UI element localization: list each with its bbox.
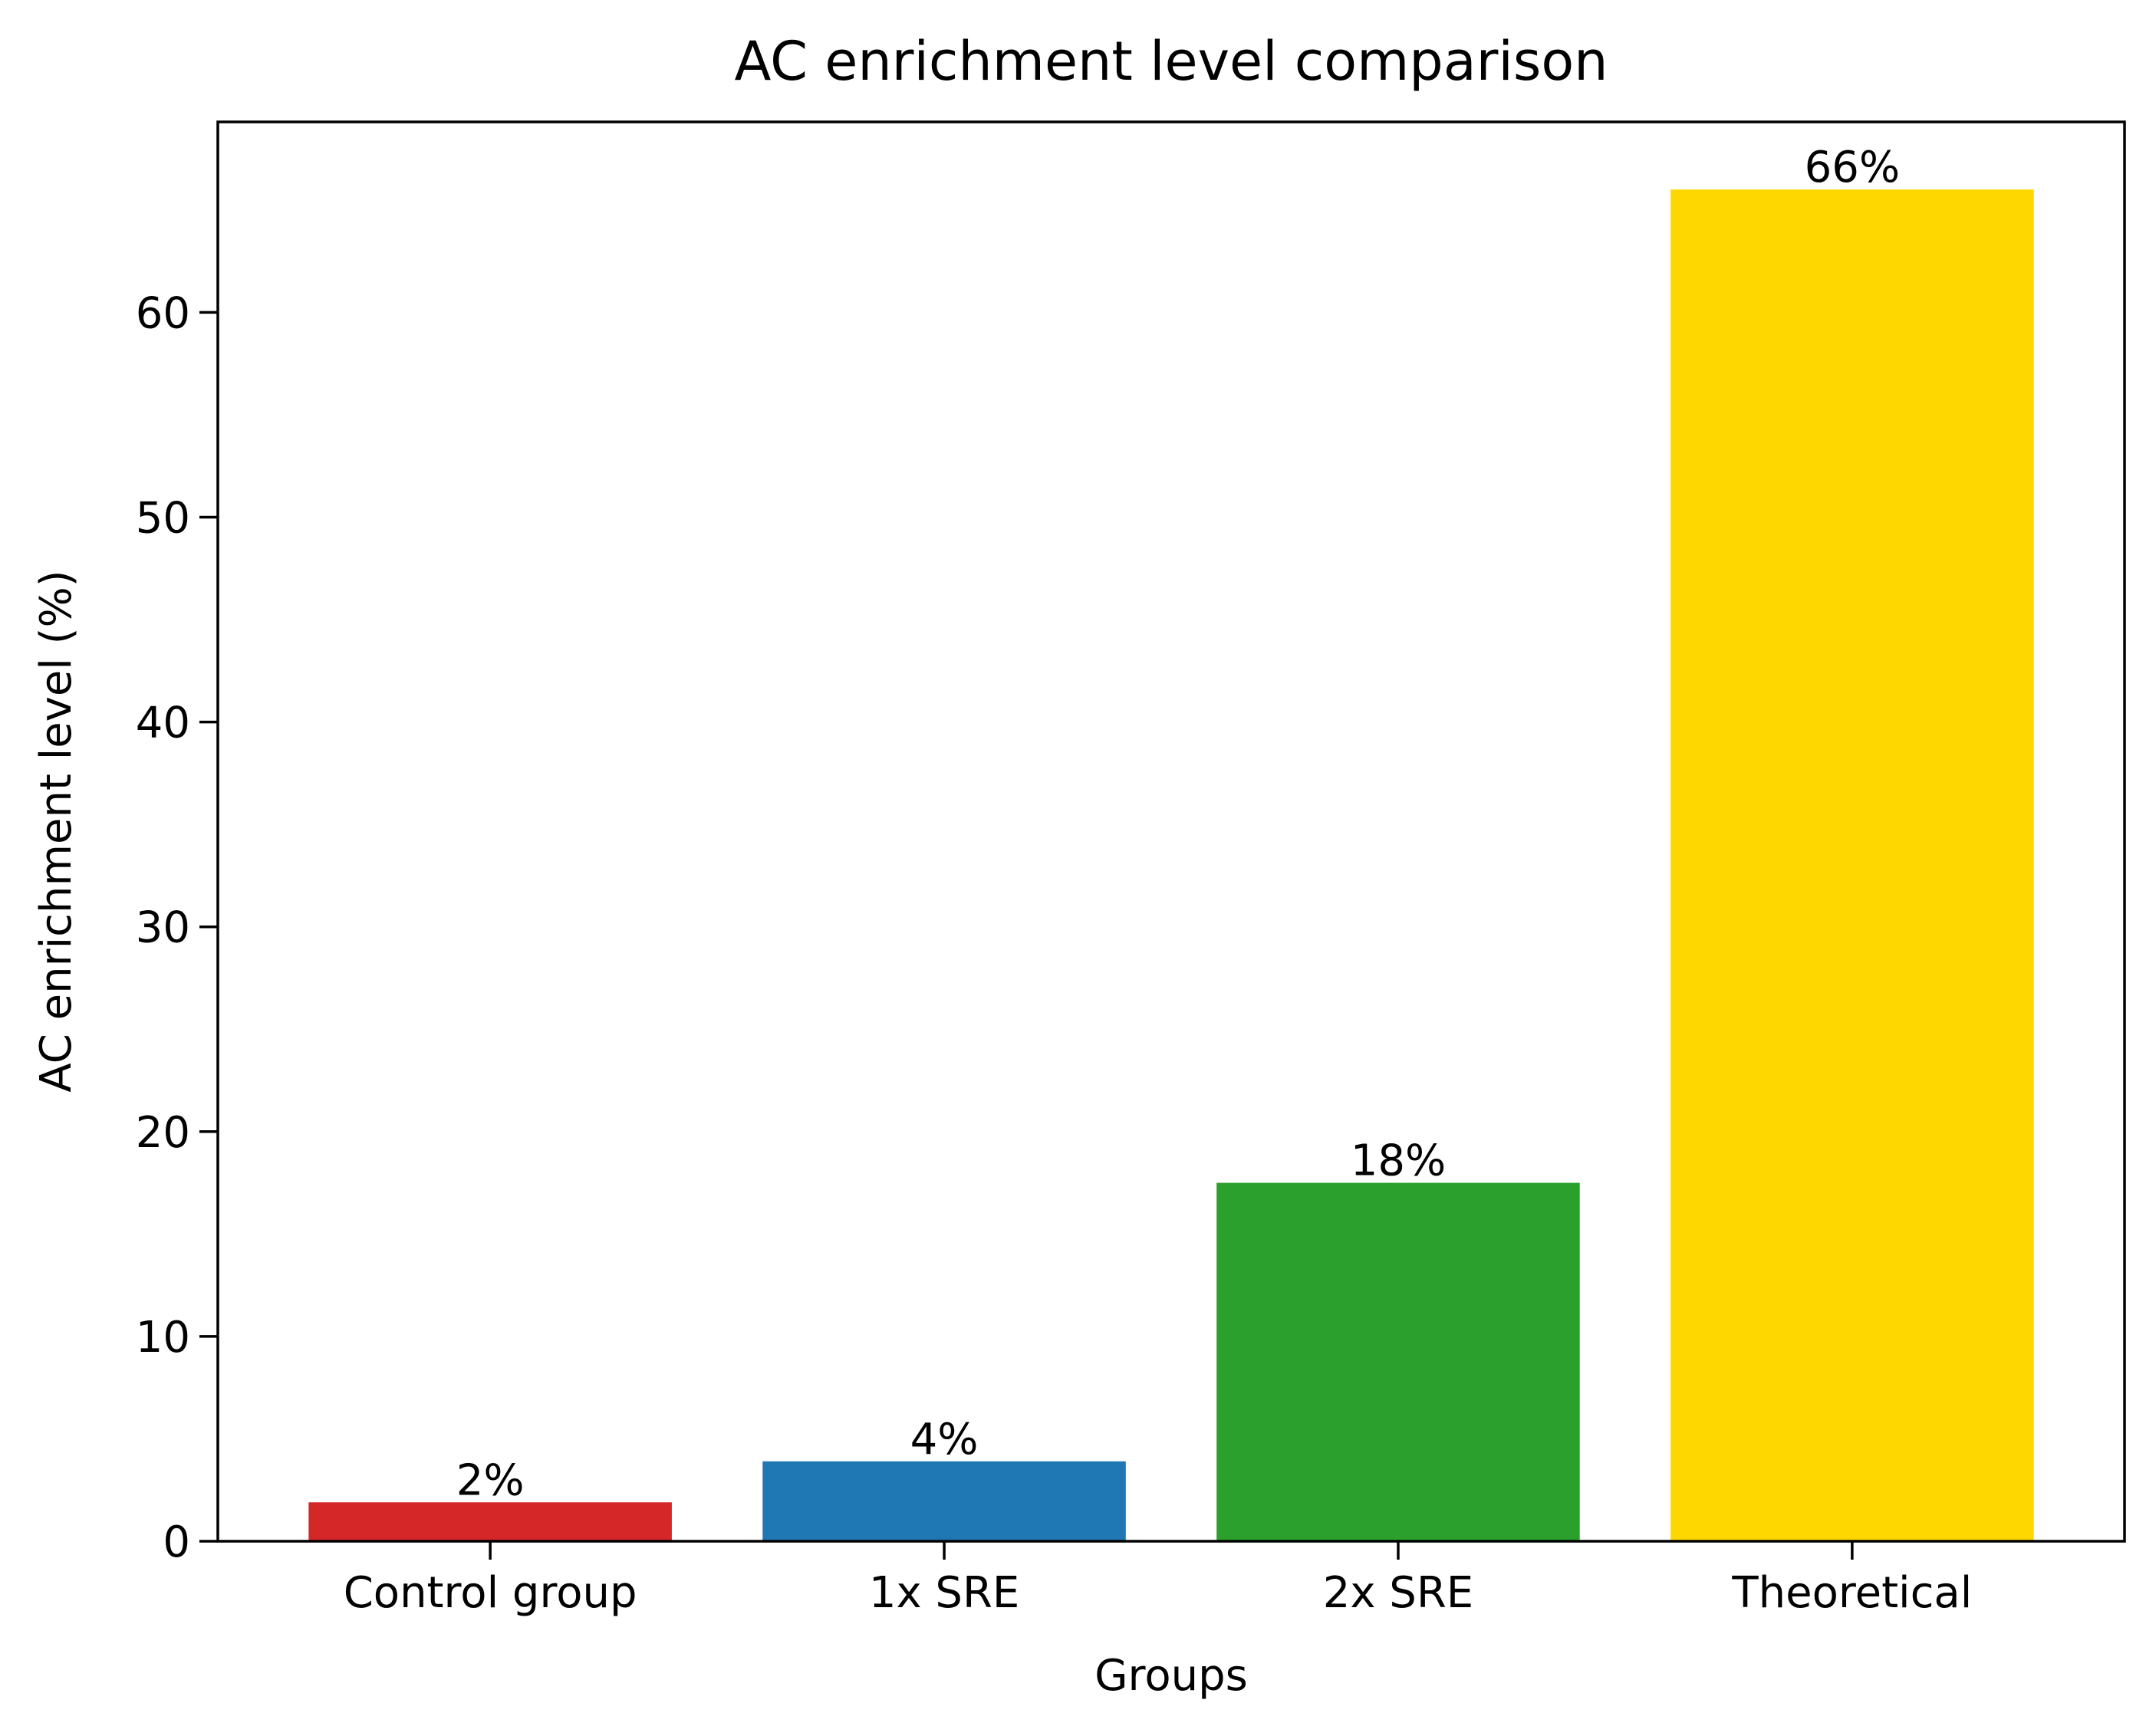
x-tick-label-1x-sre: 1x SRE xyxy=(869,1568,1019,1618)
y-tick-label-30: 30 xyxy=(136,903,190,953)
y-tick-label-60: 60 xyxy=(136,288,190,338)
y-tick-label-0: 0 xyxy=(163,1517,190,1567)
data-label-control-group: 2% xyxy=(456,1455,525,1505)
bar-control-group xyxy=(308,1502,672,1541)
bar-2x-sre xyxy=(1216,1182,1580,1541)
data-label-1x-sre: 4% xyxy=(910,1415,979,1465)
bar-1x-sre xyxy=(762,1461,1126,1541)
bars-layer xyxy=(308,189,2034,1542)
y-axis-label: AC enrichment level (%) xyxy=(31,570,81,1092)
y-tick-label-10: 10 xyxy=(136,1313,190,1363)
y-tick-label-40: 40 xyxy=(136,699,190,748)
y-axis: 0 10 20 30 40 50 60 xyxy=(136,288,218,1567)
x-axis-label: Groups xyxy=(1094,1651,1248,1701)
x-tick-label-control-group: Control group xyxy=(344,1568,637,1618)
x-tick-label-theoretical: Theoretical xyxy=(1731,1568,1972,1618)
data-label-theoretical: 66% xyxy=(1805,143,1900,192)
x-tick-label-2x-sre: 2x SRE xyxy=(1323,1568,1473,1618)
chart-title: AC enrichment level comparison xyxy=(734,30,1608,93)
plot-frame xyxy=(216,120,2126,1543)
y-tick-label-50: 50 xyxy=(136,494,190,544)
data-labels-layer: 2% 4% 18% 66% xyxy=(456,143,1900,1505)
y-tick-label-20: 20 xyxy=(136,1108,190,1158)
bar-theoretical xyxy=(1670,189,2034,1542)
data-label-2x-sre: 18% xyxy=(1351,1136,1446,1186)
x-axis: Control group 1x SRE 2x SRE Theoretical xyxy=(344,1541,1972,1618)
